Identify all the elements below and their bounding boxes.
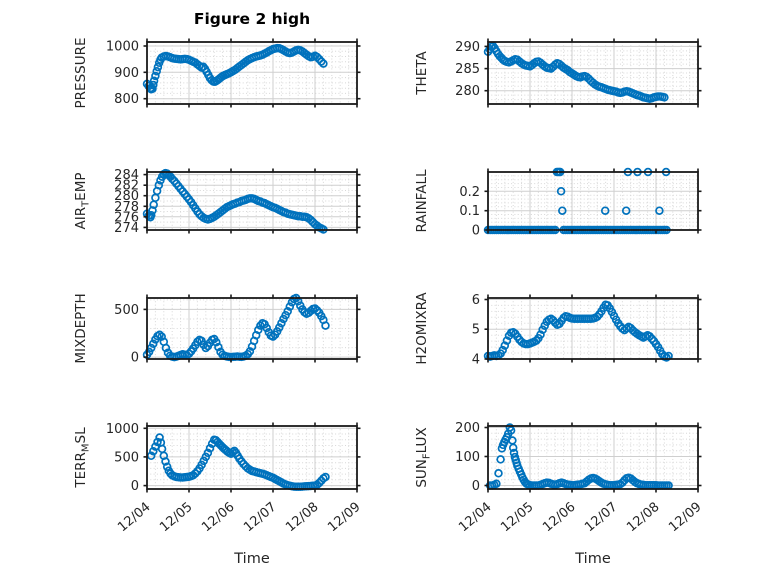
terr_msl-plot-svg: 0 500 1000 TERRMSL 12/04 12/05 12/06 12/07 12/08… — [73, 422, 364, 536]
subplot-h2omixra: 4 5 6 H2OMIXRA — [408, 284, 714, 433]
subplot-theta: 280 285 290 THETA — [408, 28, 714, 178]
y-tick-label: 5 — [472, 323, 480, 338]
y-tick-label: 200 — [455, 421, 480, 436]
y-axis-label: RAINFALL — [414, 169, 430, 232]
x-tick-label: 12/06 — [540, 500, 578, 536]
rainfall-plot-svg: 0 0.1 0.2 RAINFALL — [414, 167, 702, 239]
x-tick-label: 12/09 — [666, 500, 704, 536]
x-tick-label: 12/07 — [582, 500, 620, 536]
subplot-pressure: 800 900 1000 PRESSURE — [67, 28, 373, 178]
y-tick-label: 274 — [114, 221, 139, 236]
y-tick-label: 900 — [114, 66, 139, 81]
y-tick-label: 0 — [131, 351, 139, 366]
y-tick-label: 276 — [114, 210, 139, 225]
figure-title: Figure 2 high — [193, 10, 311, 28]
y-tick-label: 0 — [472, 224, 480, 239]
theta-plot-svg: 280 285 290 THETA — [414, 38, 702, 108]
y-axis-label: TERRMSL — [73, 427, 92, 489]
y-tick-label: 282 — [114, 179, 139, 194]
x-tick-label: 12/06 — [199, 500, 237, 536]
y-axis-label: THETA — [414, 51, 430, 96]
y-tick-label: 4 — [472, 353, 480, 368]
subplot-terr-msl: 0 500 1000 TERRMSL 12/04 12/05 12/06 12/07 12/08… — [67, 412, 373, 563]
y-tick-label: 1000 — [106, 422, 139, 437]
y-tick-label: 1000 — [106, 40, 139, 55]
y-axis-label: AIRTEMP — [73, 172, 92, 229]
y-tick-label: 6 — [472, 293, 480, 308]
y-axis-label: MIXDEPTH — [73, 293, 89, 363]
y-tick-label: 100 — [455, 450, 480, 465]
x-tick-label: 12/08 — [283, 500, 321, 536]
y-tick-label: 800 — [114, 92, 139, 107]
y-tick-label: 0 — [131, 479, 139, 494]
subplot-rainfall: 0 0.1 0.2 RAINFALL — [408, 158, 714, 304]
xaxis-label-right: Time — [575, 551, 611, 567]
x-tick-label: 12/04 — [456, 500, 494, 536]
y-axis-label: PRESSURE — [73, 38, 89, 109]
x-tick-label: 12/05 — [157, 500, 195, 536]
x-tick-label: 12/09 — [325, 500, 363, 536]
mixdepth-plot-svg: 0 500 MIXDEPTH — [73, 293, 361, 366]
y-tick-label: 278 — [114, 200, 139, 215]
sun_flux-plot-svg: 0 100 200 SUNFLUX 12/04 12/05 12/06 12/07 12/08 1… — [414, 421, 705, 536]
y-tick-label: 285 — [455, 62, 480, 77]
y-tick-label: 284 — [114, 168, 139, 183]
y-tick-label: 290 — [455, 40, 480, 55]
y-tick-label: 0.2 — [459, 185, 480, 200]
y-axis-label: SUNFLUX — [414, 427, 433, 487]
y-tick-label: 0 — [472, 479, 480, 494]
y-tick-label: 500 — [114, 450, 139, 465]
h2omixra-plot-svg: 4 5 6 H2OMIXRA — [414, 292, 702, 368]
y-tick-label: 280 — [455, 84, 480, 99]
subplot-sun-flux: 0 100 200 SUNFLUX 12/04 12/05 12/06 12/07 12/08 1… — [408, 412, 714, 563]
y-tick-label: 500 — [114, 303, 139, 318]
y-axis-label: H2OMIXRA — [414, 292, 430, 365]
x-tick-label: 12/05 — [498, 500, 536, 536]
subplot-air-temp: 274 276 278 280 282 284 AIRTEMP — [67, 158, 373, 304]
y-tick-label: 0.1 — [459, 204, 480, 219]
xaxis-label-left: Time — [234, 551, 270, 567]
subplot-mixdepth: 0 500 MIXDEPTH — [67, 284, 373, 433]
pressure-plot-svg: 800 900 1000 PRESSURE — [73, 38, 361, 109]
y-tick-label: 280 — [114, 189, 139, 204]
x-tick-label: 12/08 — [624, 500, 662, 536]
x-tick-label: 12/07 — [241, 500, 279, 536]
x-tick-label: 12/04 — [115, 500, 153, 536]
